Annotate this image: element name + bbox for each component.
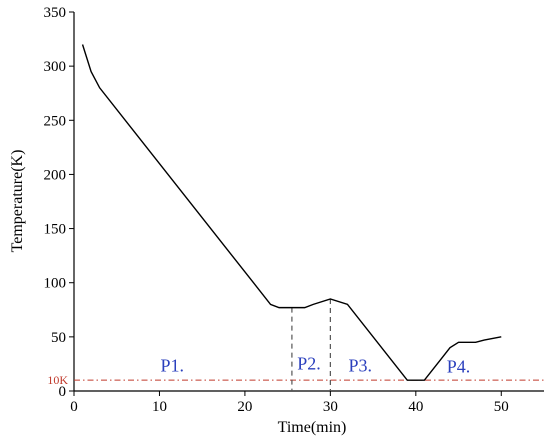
phase-label: P3. [349,356,373,376]
x-tick-label: 0 [70,399,78,415]
y-tick-label: 50 [51,330,66,346]
y-ticks: 0 50 100 150 200 250 300 350 [44,5,74,400]
reference-line-label: 10K [47,373,68,387]
y-tick-label: 300 [44,59,67,75]
x-axis-title: Time(min) [278,419,347,436]
phase-label: P2. [297,353,321,373]
phase-dividers [291,298,331,391]
phase-label: P4. [447,357,471,377]
y-tick-label: 250 [44,113,67,129]
y-tick-label: 350 [44,5,67,21]
x-tick-label: 40 [408,399,423,415]
x-tick-label: 30 [323,399,338,415]
x-tick-label: 20 [237,399,252,415]
reference-line-group: 10K [47,373,544,387]
y-tick-label: 150 [44,222,67,238]
x-ticks: 0 10 20 30 40 50 [70,391,509,415]
x-tick-label: 10 [152,399,167,415]
series-group [81,44,502,381]
y-tick-label: 200 [44,167,67,183]
y-tick-label: 0 [59,384,67,400]
phase-labels: P1. P2. P3. P4. [161,353,471,376]
temperature-series-line [81,44,502,381]
x-tick-label: 50 [494,399,509,415]
phase-label: P1. [161,356,185,376]
y-axis-title: Temperature(K) [9,150,26,253]
y-tick-label: 100 [44,276,67,292]
plot-frame [73,12,544,392]
